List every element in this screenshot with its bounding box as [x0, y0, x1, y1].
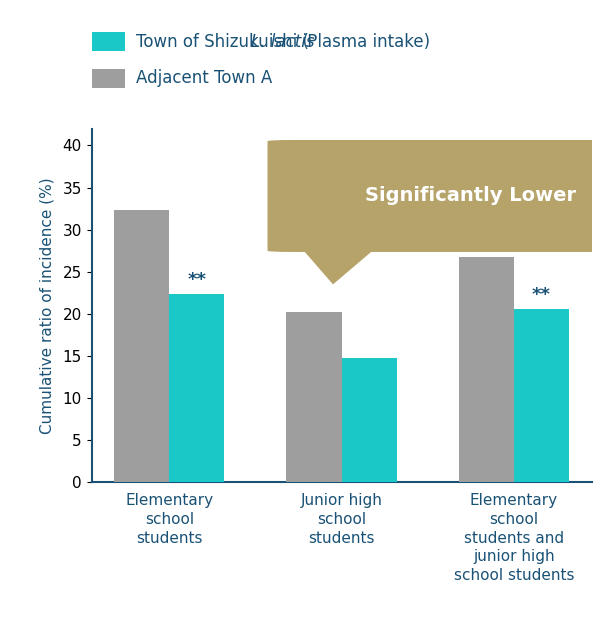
Text: Town of Shizukuishi (: Town of Shizukuishi (: [136, 33, 309, 51]
Bar: [514, 309, 569, 482]
Y-axis label: Cumulative ratio of incidence (%): Cumulative ratio of incidence (%): [39, 177, 54, 434]
Text: **: **: [187, 271, 206, 289]
Bar: [342, 358, 396, 482]
FancyBboxPatch shape: [268, 140, 610, 252]
Text: Adjacent Town A: Adjacent Town A: [136, 69, 272, 87]
Bar: [170, 294, 224, 482]
Text: Significantly Lower: Significantly Lower: [365, 186, 576, 206]
Polygon shape: [304, 251, 373, 284]
Text: Plasma intake): Plasma intake): [302, 33, 430, 51]
Text: **: **: [532, 285, 551, 303]
Bar: [287, 312, 342, 482]
Text: L. lactis: L. lactis: [251, 33, 314, 51]
Bar: [459, 257, 514, 482]
Bar: [114, 210, 170, 482]
